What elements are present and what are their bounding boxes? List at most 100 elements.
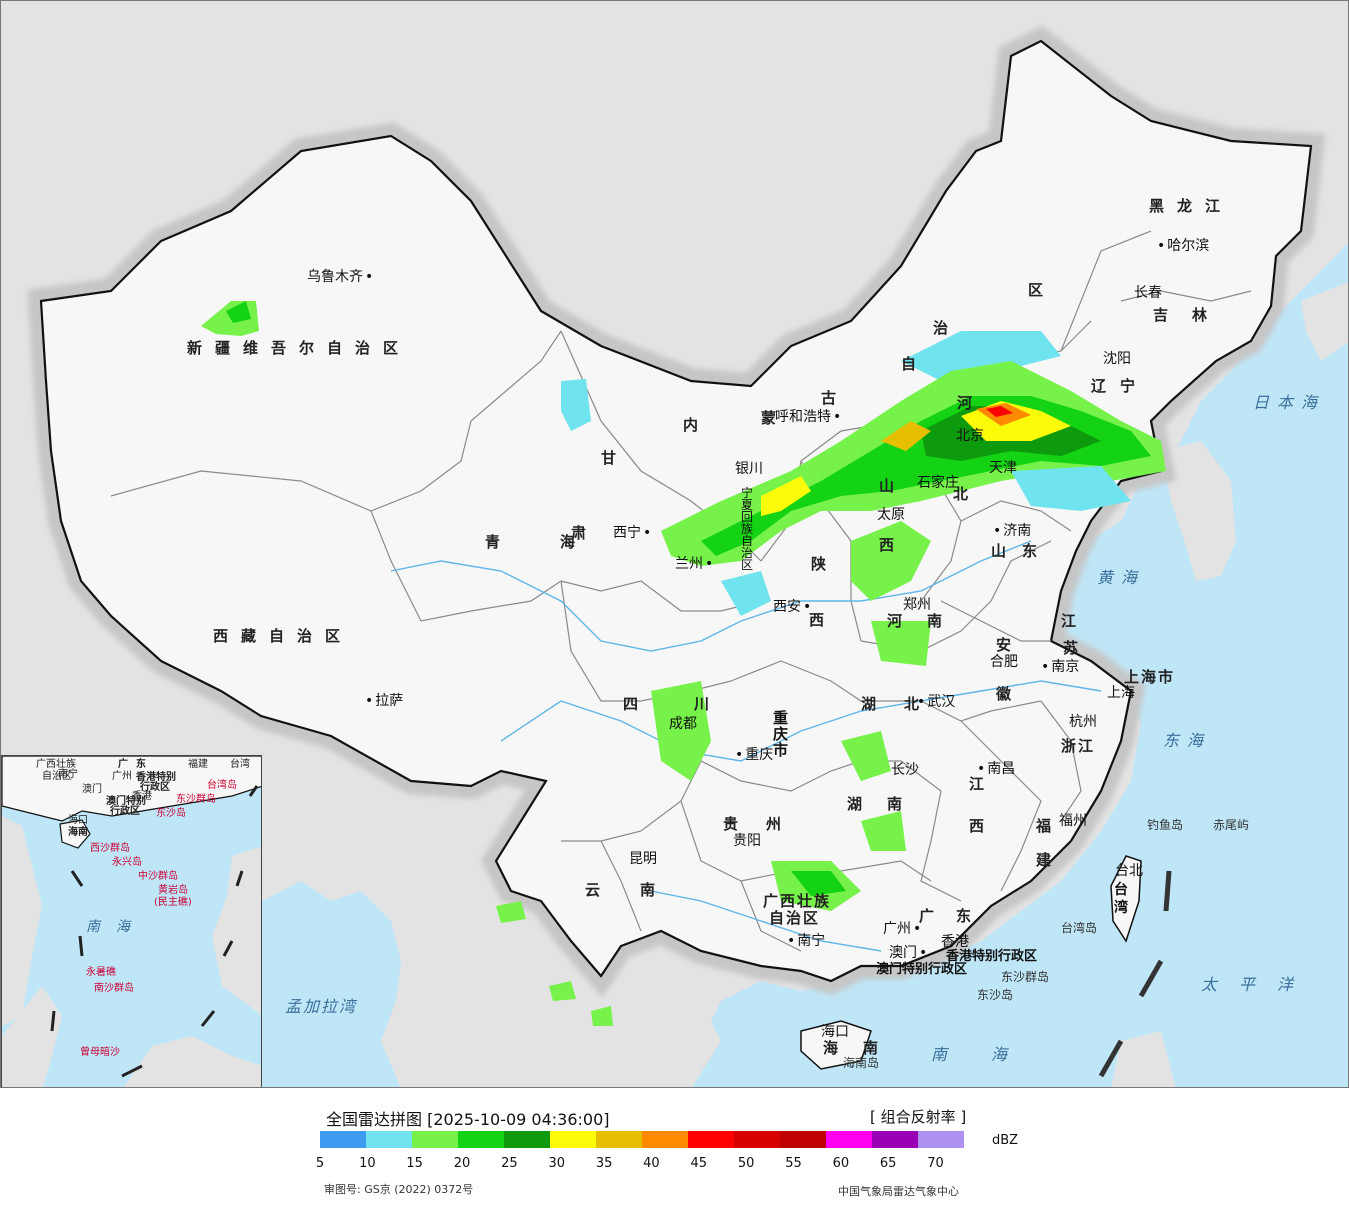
inset-hainan <box>59 819 91 849</box>
province-henan-nan: 南 <box>927 612 956 630</box>
inset-huangyan: 黄岩岛 <box>158 885 188 896</box>
province-shaanxi-xi: 西 <box>809 611 838 629</box>
province-anhui-an: 安 <box>996 636 1025 654</box>
province-neimeng-zhi: 治 <box>933 319 962 337</box>
city-shanghai: 上海 <box>1107 685 1135 701</box>
city-hangzhou: 杭州 <box>1069 714 1097 730</box>
city-wuhan: 武汉 <box>917 695 955 709</box>
province-guangxi-line1: 广西壮族 <box>763 892 832 910</box>
city-chongqing: 重庆 <box>735 748 773 762</box>
province-hunan-nan: 南 <box>887 795 916 813</box>
inset-guangxi: 广西壮族 <box>36 759 76 770</box>
inset-nanning: 南宁 <box>58 769 78 780</box>
city-nanjing: 南京 <box>1041 660 1079 674</box>
province-henan-he: 河 <box>887 612 916 630</box>
city-jinan: 济南 <box>993 524 1031 538</box>
inset-yongshu: 永暑礁 <box>86 967 116 978</box>
legend-tick-label: 50 <box>737 1156 755 1171</box>
city-xining: 西宁 <box>613 526 651 540</box>
inset-canvas <box>2 756 261 1087</box>
province-hebei-he: 河 <box>957 394 986 412</box>
province-jiangxi-jiang: 江 <box>969 775 998 793</box>
sea-bengal <box>262 881 401 1087</box>
province-hubei: 湖北 <box>861 695 948 713</box>
legend-tick-label: 65 <box>879 1156 897 1171</box>
sea-bengal: 孟加拉湾 <box>285 997 358 1016</box>
legend-swatch <box>826 1131 872 1148</box>
province-jilin: 吉林 <box>1153 306 1232 324</box>
province-fujian-jian: 建 <box>1036 851 1065 869</box>
province-zhejiang: 浙江 <box>1061 737 1096 755</box>
province-jiangsu-jiang: 江 <box>1061 612 1090 630</box>
legend-swatch <box>872 1131 918 1148</box>
island-hainan: 海南岛 <box>843 1056 880 1070</box>
city-fuzhou: 福州 <box>1059 813 1087 829</box>
legend-tick-label: 70 <box>927 1156 944 1171</box>
hainan-island <box>800 1020 872 1070</box>
inset-nansha: 南沙群岛 <box>94 983 134 994</box>
inset-dongsha: 东沙岛 <box>156 808 186 819</box>
japan-land <box>1301 281 1348 361</box>
city-nanning: 南宁 <box>787 934 825 948</box>
legend-tick-label: 15 <box>406 1156 423 1171</box>
city-nanchang: 南昌 <box>977 762 1015 776</box>
city-guiyang: 贵阳 <box>733 833 761 849</box>
province-boundaries <box>110 230 1252 952</box>
province-gansu-gan: 甘 <box>601 449 630 467</box>
province-xizang: 西藏自治区 <box>213 627 354 645</box>
inset-zengmu: 曾母暗沙 <box>80 1047 120 1058</box>
province-taiwan: 台湾 <box>1114 882 1128 916</box>
legend-tick-label: 30 <box>548 1156 566 1171</box>
inset-dongsha-group: 东沙群岛 <box>176 794 216 805</box>
legend-product: [ 组合反射率 ] <box>870 1108 967 1126</box>
province-guizhou: 贵州 <box>723 815 810 833</box>
inset-zizhiqu: 自治区 <box>42 771 72 782</box>
maritime-lines <box>1098 870 1172 1078</box>
province-shanxi-shan: 山 <box>879 477 908 495</box>
radar-echoes <box>201 301 1166 1026</box>
province-liaoning: 辽宁 <box>1091 377 1150 395</box>
province-shandong: 山东 <box>991 542 1054 560</box>
legend-swatch <box>550 1131 596 1148</box>
province-jiangsu-su: 苏 <box>1063 639 1092 657</box>
city-beijing: 北京 <box>956 428 984 444</box>
legend-swatch <box>642 1131 688 1148</box>
province-ningxia: 宁夏回族自治区 <box>741 486 754 572</box>
city-yinchuan: 银川 <box>735 461 763 477</box>
city-lanzhou: 兰州 <box>675 557 713 571</box>
legend-swatch <box>780 1131 826 1148</box>
inset-hk-sar-1: 香港特别 <box>136 772 176 783</box>
province-hebei-bei: 北 <box>953 485 982 503</box>
city-hefei: 合肥 <box>990 654 1018 670</box>
philippines-land <box>1111 1031 1176 1087</box>
province-neimeng-meng: 蒙 <box>761 409 790 427</box>
province-chongqing: 重庆市 <box>773 709 789 759</box>
province-neimeng-qu: 区 <box>1028 281 1057 299</box>
label-macao-sar: 澳门特别行政区 <box>876 962 968 977</box>
inset-yongxing: 永兴岛 <box>112 857 142 868</box>
province-hainan-hai: 海 <box>823 1039 852 1057</box>
city-taiyuan: 太原 <box>877 507 905 523</box>
legend-title: 全国雷达拼图 [2025-10-09 04:36:00] <box>326 1110 610 1129</box>
inset-hainan: 海南 <box>68 827 88 838</box>
city-changchun: 长春 <box>1134 285 1162 301</box>
legend-tick-label: 45 <box>690 1156 708 1171</box>
rivers <box>390 540 1102 952</box>
province-anhui-hui: 徽 <box>996 685 1025 703</box>
legend-tick-label: 60 <box>832 1156 850 1171</box>
inset-indochina-south <box>2 986 62 1087</box>
map-approval-number: 审图号: GS京 (2022) 0372号 <box>324 1183 474 1196</box>
legend-swatch <box>412 1131 458 1148</box>
city-zhengzhou: 郑州 <box>903 597 931 613</box>
inset-taiwan: 台湾 <box>230 759 250 770</box>
city-kunming: 昆明 <box>629 851 657 867</box>
legend-tick-label: 20 <box>453 1156 471 1171</box>
inset-macao-sar-2: 行政区 <box>110 806 140 817</box>
city-changsha: 长沙 <box>891 762 919 778</box>
province-yunnan: 云南 <box>585 881 696 899</box>
city-tianjin: 天津 <box>989 460 1017 476</box>
korea-land <box>1161 441 1236 581</box>
province-hainan-nan: 南 <box>863 1039 892 1057</box>
province-xinjiang: 新疆维吾尔自治区 <box>187 339 412 357</box>
city-lhasa: 拉萨 <box>365 694 403 708</box>
